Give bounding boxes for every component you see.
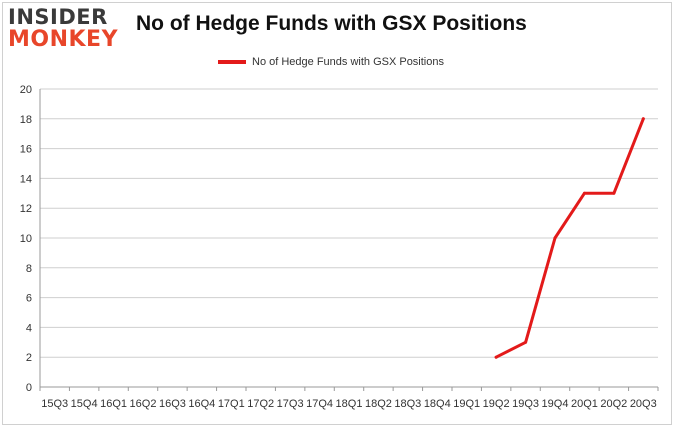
- y-tick-label-14: 14: [20, 173, 32, 185]
- y-tick-label-6: 6: [26, 293, 32, 305]
- data-point-20Q1: [582, 191, 586, 195]
- x-tick-label-20Q1: 20Q1: [571, 398, 598, 410]
- legend-label: No of Hedge Funds with GSX Positions: [252, 56, 444, 68]
- x-tick-label-16Q1: 16Q1: [100, 398, 127, 410]
- y-tick-label-0: 0: [26, 382, 32, 394]
- y-tick-label-20: 20: [20, 84, 32, 96]
- chart-frame: [2, 2, 672, 425]
- x-tick-label-15Q4: 15Q4: [71, 398, 98, 410]
- legend-swatch: [218, 60, 246, 64]
- data-point-20Q2: [612, 191, 616, 195]
- x-tick-label-16Q4: 16Q4: [188, 398, 215, 410]
- y-tick-label-4: 4: [26, 322, 32, 334]
- y-tick-label-18: 18: [20, 114, 32, 126]
- x-tick-label-19Q1: 19Q1: [453, 398, 480, 410]
- series-line-0: [494, 117, 645, 359]
- x-tick-label-20Q3: 20Q3: [630, 398, 657, 410]
- y-tick-label-8: 8: [26, 263, 32, 275]
- data-point-20Q3: [641, 117, 645, 121]
- x-tick-label-18Q2: 18Q2: [365, 398, 392, 410]
- x-tick-label-17Q4: 17Q4: [306, 398, 333, 410]
- y-tick-label-10: 10: [20, 233, 32, 245]
- x-tick-label-19Q4: 19Q4: [542, 398, 569, 410]
- x-tick-label-16Q2: 16Q2: [130, 398, 157, 410]
- chart-title: No of Hedge Funds with GSX Positions: [136, 12, 527, 35]
- data-point-19Q4: [553, 236, 557, 240]
- logo-line-2: MONKEY: [8, 27, 119, 52]
- x-tick-label-18Q1: 18Q1: [336, 398, 363, 410]
- x-tick-label-18Q3: 18Q3: [394, 398, 421, 410]
- y-tick-label-12: 12: [20, 203, 32, 215]
- y-tick-label-16: 16: [20, 144, 32, 156]
- data-point-19Q2: [494, 355, 498, 359]
- chart-legend: No of Hedge Funds with GSX Positions: [218, 54, 444, 70]
- x-tick-label-17Q3: 17Q3: [277, 398, 304, 410]
- x-tick-label-19Q2: 19Q2: [483, 398, 510, 410]
- x-tick-label-18Q4: 18Q4: [424, 398, 451, 410]
- y-tick-label-2: 2: [26, 352, 32, 364]
- insider-monkey-logo: INSIDER MONKEY: [8, 6, 126, 54]
- x-tick-label-19Q3: 19Q3: [512, 398, 539, 410]
- x-tick-label-17Q2: 17Q2: [247, 398, 274, 410]
- x-tick-label-16Q3: 16Q3: [159, 398, 186, 410]
- data-point-19Q3: [524, 340, 528, 344]
- x-tick-label-17Q1: 17Q1: [218, 398, 245, 410]
- x-tick-label-15Q3: 15Q3: [41, 398, 68, 410]
- x-tick-label-20Q2: 20Q2: [600, 398, 627, 410]
- logo-line-1: INSIDER: [8, 5, 108, 29]
